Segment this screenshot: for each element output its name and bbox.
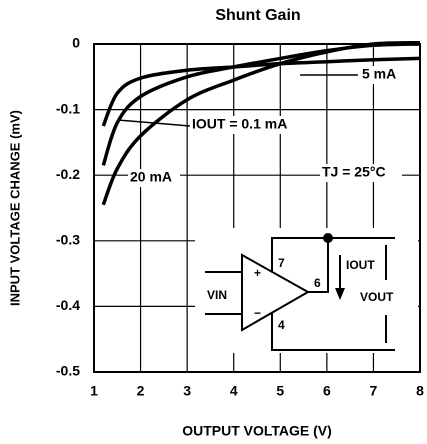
junction [323, 233, 333, 243]
arrow-head [335, 288, 345, 300]
x-axis-label: OUTPUT VOLTAGE (V) [182, 423, 332, 439]
label-bg [358, 66, 406, 84]
x-tick-label: 8 [416, 383, 424, 399]
inset-label: VIN [207, 288, 227, 302]
inset-label: 6 [314, 276, 321, 290]
series-label: 20 mA [130, 169, 172, 185]
x-tick-label: 3 [183, 383, 191, 399]
label-bg [320, 164, 402, 182]
y-tick-label: -0.1 [56, 100, 80, 116]
curve [101, 40, 421, 206]
op-amp [241, 253, 311, 332]
curve [101, 42, 421, 166]
inset-label: IOUT [346, 258, 375, 272]
label-bg [190, 116, 308, 134]
x-tick-label: 5 [276, 383, 284, 399]
y-tick-label: 0 [72, 35, 80, 51]
y-tick-label: -0.4 [56, 297, 80, 313]
y-tick-label: -0.2 [56, 166, 80, 182]
x-tick-label: 4 [230, 383, 238, 399]
annotation: TJ = 25°C [322, 164, 386, 180]
chart-title: Shunt Gain [215, 7, 300, 24]
inset-label: − [254, 306, 261, 320]
label-bg [128, 169, 180, 187]
curves [101, 40, 421, 206]
inset-label: VOUT [360, 290, 394, 304]
y-tick-label: -0.3 [56, 232, 80, 248]
series-label: 5 mA [362, 66, 396, 82]
inset-label: 4 [278, 318, 285, 332]
x-tick-label: 7 [370, 383, 378, 399]
x-tick-label: 6 [323, 383, 331, 399]
leader [117, 119, 191, 127]
x-tick-label: 1 [90, 383, 98, 399]
y-tick-label: -0.5 [56, 363, 80, 379]
plot-frame [93, 43, 421, 373]
circuit-inset: + − 7 6 4 VIN IOUT VOUT [195, 228, 418, 353]
x-tick-label: 2 [137, 383, 145, 399]
inset-label: 7 [278, 256, 285, 270]
series-label: IOUT = 0.1 mA [192, 116, 287, 132]
wire [271, 237, 395, 272]
inset-label: + [254, 266, 261, 280]
wire [271, 312, 395, 351]
y-axis-label: INPUT VOLTAGE CHANGE (mV) [7, 110, 22, 306]
wire [308, 238, 329, 293]
